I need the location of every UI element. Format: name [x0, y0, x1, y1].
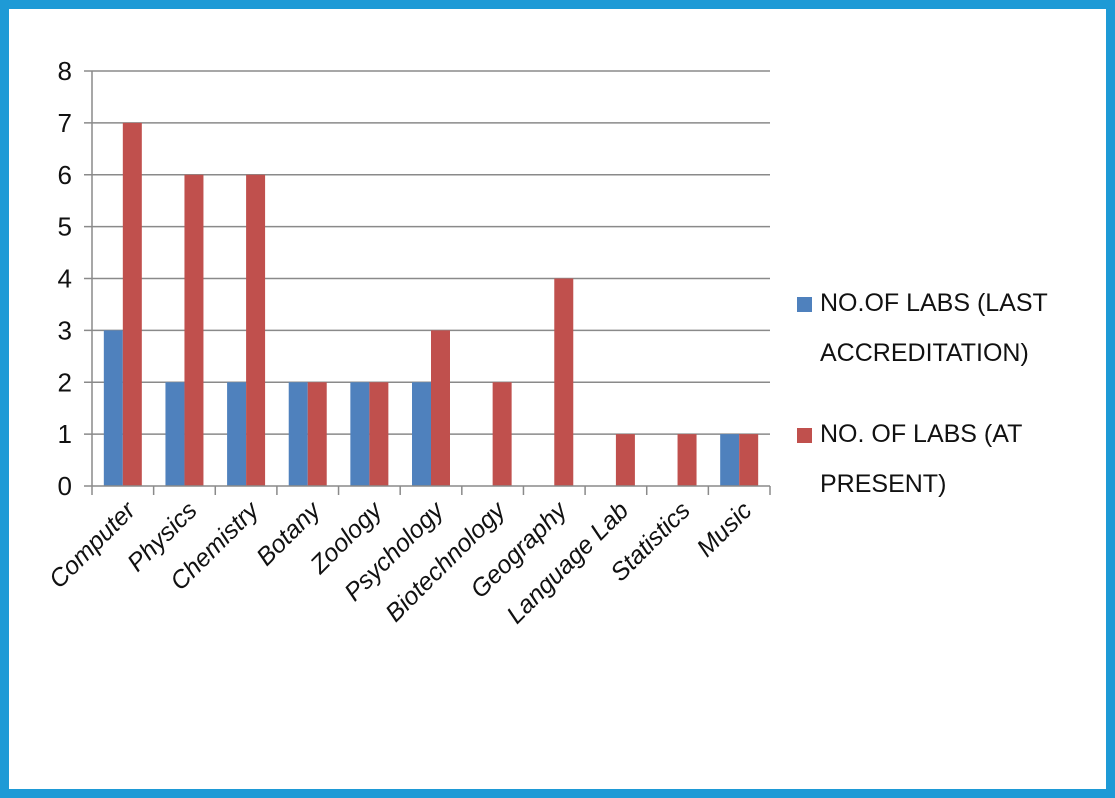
- legend: NO.OF LABS (LAST ACCREDITATION) NO. OF LAB…: [797, 289, 1048, 498]
- legend-label: PRESENT): [820, 470, 946, 498]
- bar-last-accreditation: [412, 382, 431, 486]
- bar-last-accreditation: [103, 330, 123, 486]
- x-category-label: Music: [691, 496, 757, 562]
- y-tick-label: 5: [58, 212, 72, 242]
- y-tick-label: 1: [58, 419, 72, 449]
- y-tick-label: 3: [58, 315, 72, 345]
- tick-labels: 012345678ComputerPhysicsChemistryBotanyZ…: [44, 56, 758, 629]
- bar-at-present: [554, 278, 574, 486]
- y-tick-label: 8: [58, 56, 72, 86]
- legend-swatch-last-accreditation: [797, 297, 812, 312]
- bar-at-present: [739, 434, 759, 486]
- bar-at-present: [492, 382, 512, 486]
- bar-last-accreditation: [350, 382, 370, 486]
- legend-label: NO. OF LABS (AT: [820, 420, 1022, 448]
- legend-swatch-at-present: [797, 428, 812, 443]
- y-tick-label: 7: [58, 108, 72, 138]
- x-category-label: Computer: [44, 495, 143, 594]
- bar-at-present: [431, 330, 450, 486]
- y-tick-label: 4: [58, 264, 72, 294]
- gridlines: [92, 70, 770, 435]
- bar-last-accreditation: [288, 382, 308, 486]
- bar-at-present: [122, 122, 142, 486]
- y-tick-label: 6: [58, 160, 72, 190]
- bar-last-accreditation: [227, 382, 247, 486]
- legend-label: ACCREDITATION): [820, 339, 1029, 367]
- bar-at-present: [677, 434, 697, 486]
- bar-at-present: [184, 174, 204, 486]
- bar-last-accreditation: [720, 434, 740, 486]
- bar-at-present: [615, 434, 635, 486]
- bars: [103, 122, 759, 486]
- bar-at-present: [246, 174, 266, 486]
- axes: [84, 70, 771, 495]
- bar-at-present: [307, 382, 327, 486]
- y-tick-label: 2: [58, 367, 72, 397]
- bar-last-accreditation: [165, 382, 185, 486]
- bar-at-present: [369, 382, 389, 486]
- legend-label: NO.OF LABS (LAST: [820, 289, 1048, 317]
- y-tick-label: 0: [58, 471, 72, 501]
